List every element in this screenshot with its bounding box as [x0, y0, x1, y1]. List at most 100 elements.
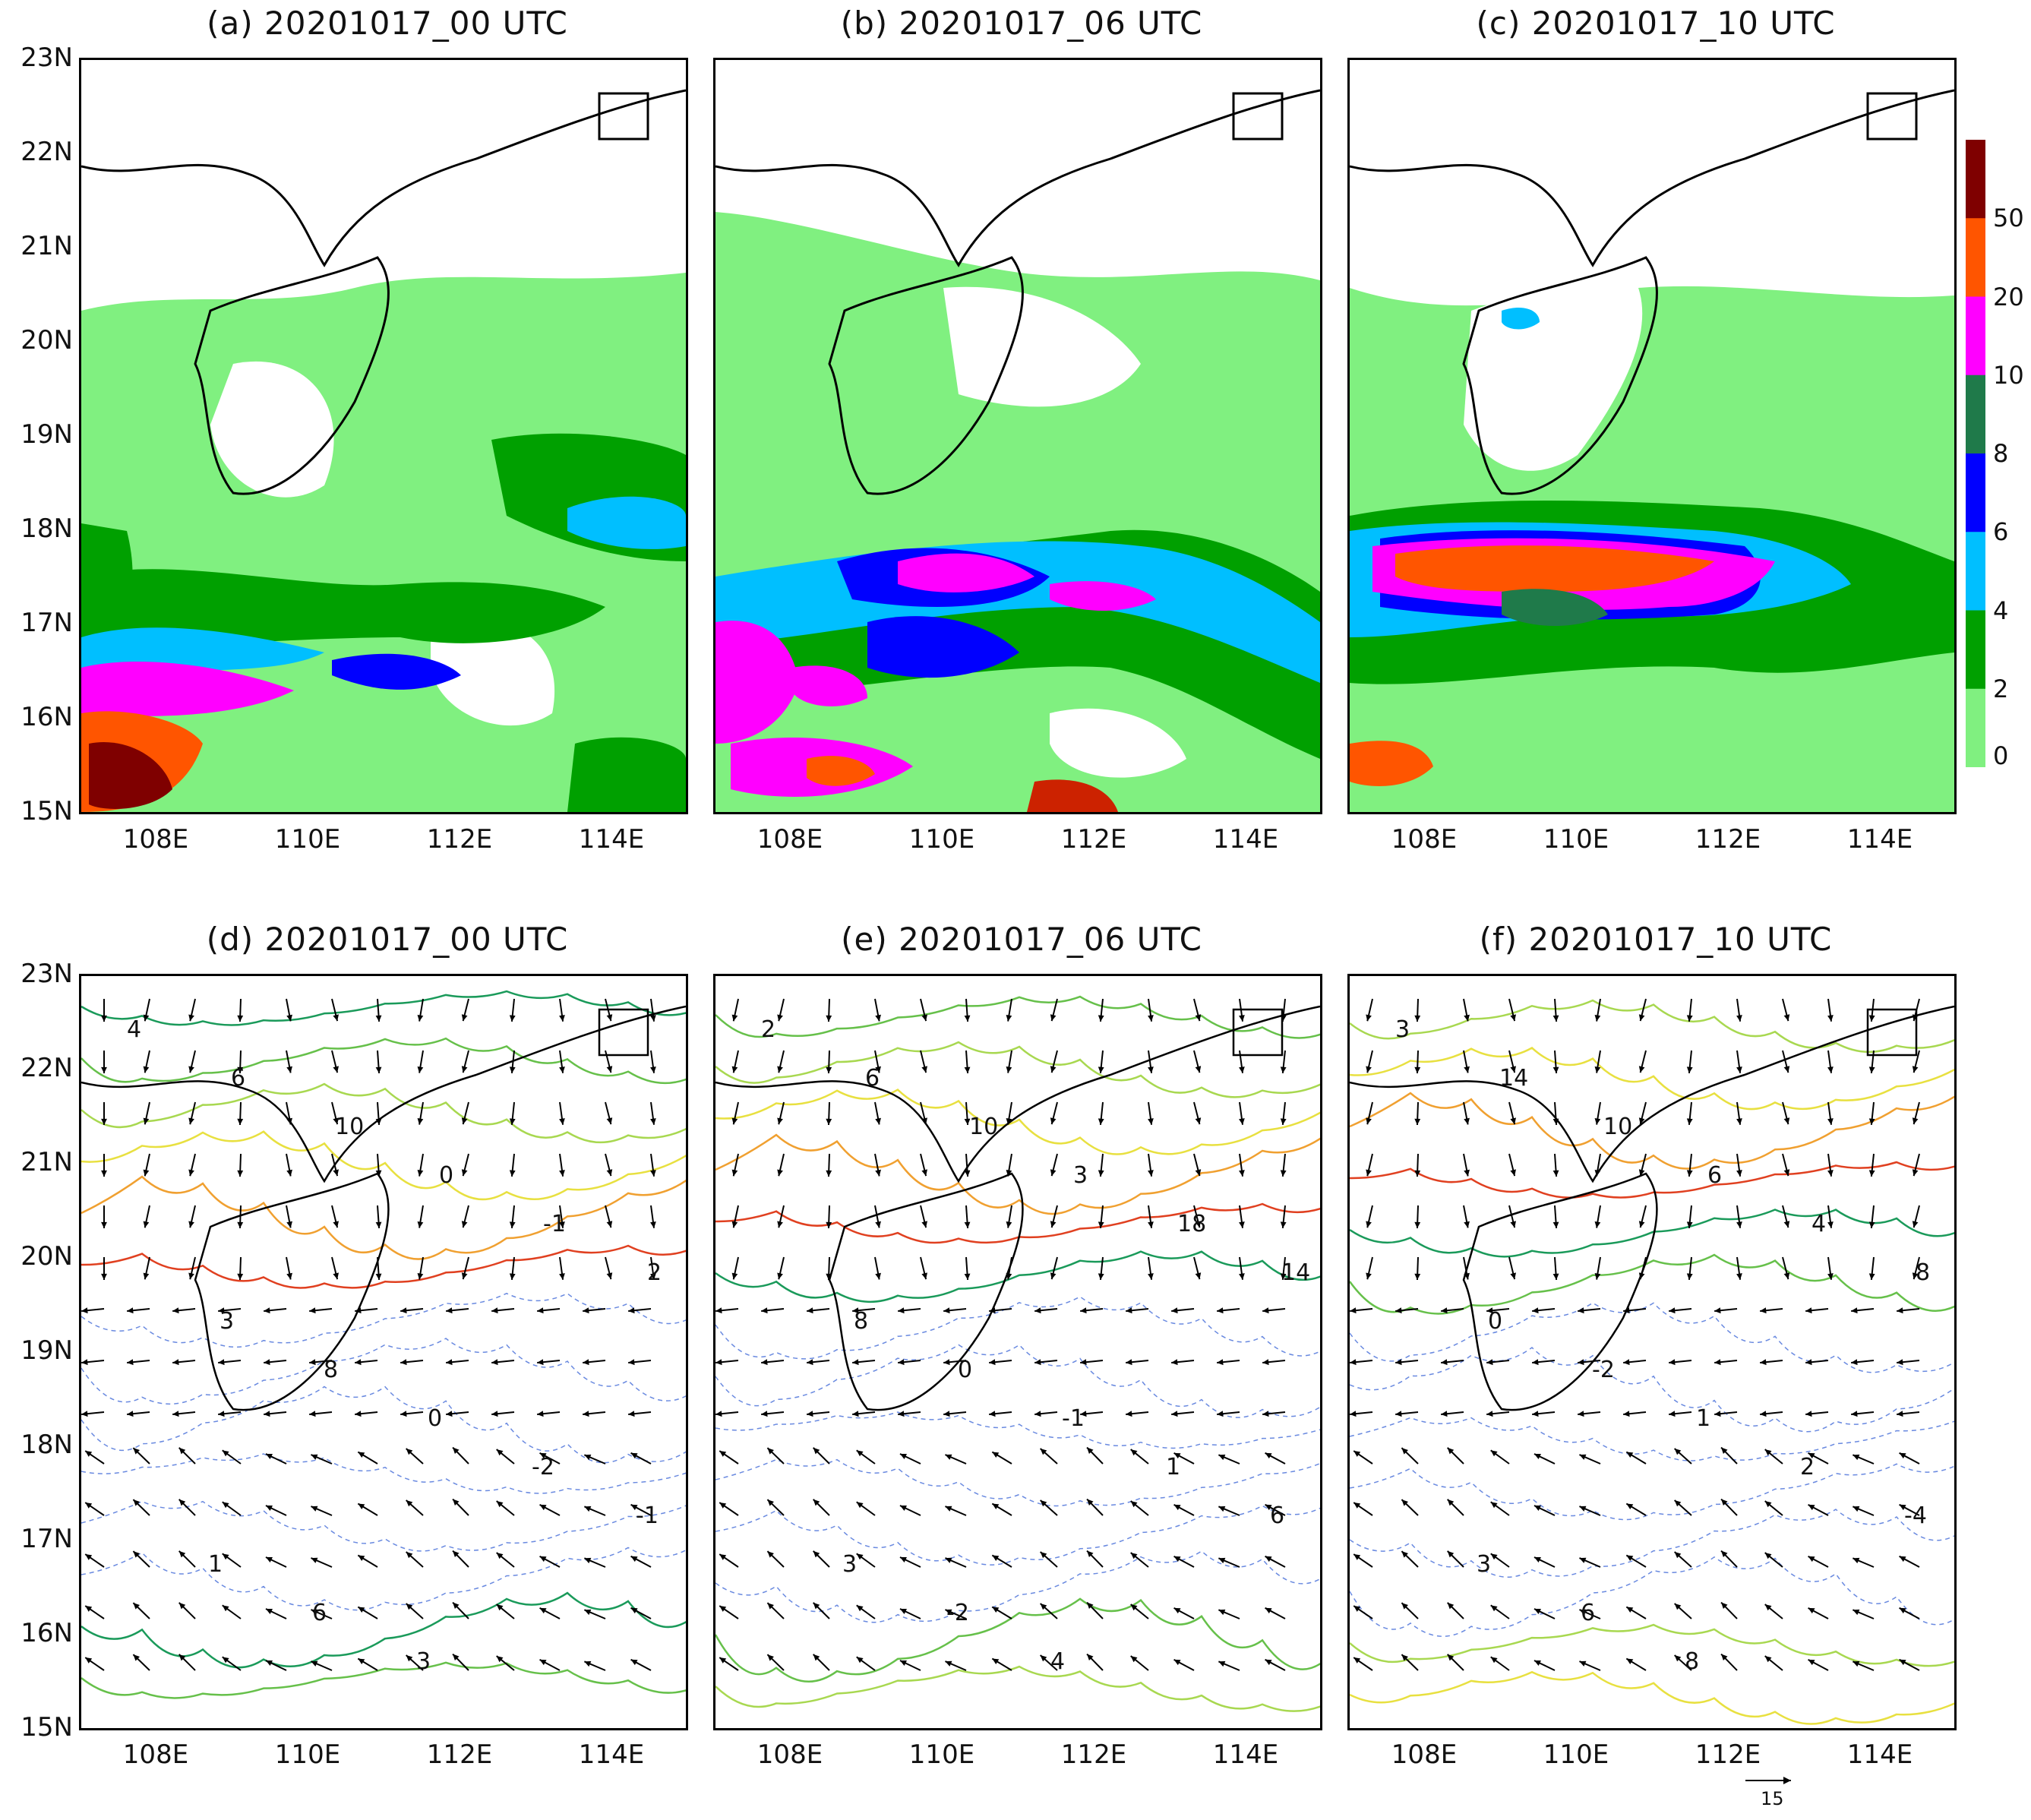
- wind-vector-icon: [237, 998, 244, 1022]
- wind-vector-icon: [1080, 1359, 1104, 1366]
- wind-vector-icon: [331, 1153, 340, 1177]
- wind-vector-icon: [1868, 1153, 1875, 1177]
- wind-vector-icon: [539, 1658, 561, 1671]
- wind-vector-icon: [920, 1205, 928, 1228]
- contour-label: 3: [1395, 1016, 1410, 1043]
- wind-vector-icon: [731, 1205, 739, 1228]
- wind-vector-icon: [539, 1452, 561, 1465]
- wind-vector-icon: [1086, 1550, 1104, 1568]
- wind-vector-icon: [237, 1101, 244, 1126]
- wind-vector-icon: [1366, 1153, 1373, 1177]
- wind-vector-icon: [237, 1050, 244, 1074]
- wind-vector-icon: [1625, 1502, 1647, 1516]
- coastline: [1462, 1172, 1658, 1411]
- colorbar-tick-label: 2: [1993, 674, 2009, 703]
- lat-label: 18N: [21, 1430, 73, 1460]
- contour-line: [1350, 1556, 1954, 1637]
- contour-line: [1350, 1417, 1954, 1461]
- wind-vector-icon: [446, 1359, 469, 1366]
- colorbar-tick-label: 10: [1993, 360, 2024, 390]
- wind-vector-icon: [826, 998, 832, 1022]
- contour-label: 1: [1696, 1405, 1710, 1432]
- contour-line: [715, 1089, 1320, 1155]
- contour-line: [1350, 1209, 1954, 1258]
- precip-map-b: [713, 58, 1322, 814]
- wind-vector-icon: [491, 1411, 515, 1417]
- wind-vector-icon: [826, 1101, 832, 1126]
- wind-vector-icon: [1674, 1654, 1692, 1671]
- wind-vector-icon: [1414, 1153, 1421, 1177]
- wind-vector-icon: [807, 1359, 830, 1366]
- wind-vector-icon: [583, 1557, 606, 1568]
- wind-vector-icon: [375, 1205, 382, 1228]
- wind-vector-icon: [218, 1359, 242, 1366]
- wind-vector-icon: [1265, 1555, 1286, 1568]
- wind-vector-icon: [355, 1307, 378, 1314]
- wind-vector-icon: [1395, 1307, 1419, 1314]
- lon-label: 110E: [274, 1739, 341, 1770]
- wind-vector-icon: [559, 1205, 565, 1228]
- wind-vector-icon: [491, 1307, 515, 1314]
- wind-vector-icon: [1171, 1359, 1195, 1366]
- contour-line: [81, 1130, 686, 1201]
- lon-label: 110E: [274, 824, 341, 855]
- wind-vector-icon: [1594, 1153, 1601, 1177]
- wind-vector-icon: [1098, 998, 1104, 1022]
- contour-label: 6: [1707, 1162, 1722, 1189]
- wind-vector-icon: [1239, 1205, 1245, 1228]
- wind-vector-icon: [874, 1050, 881, 1073]
- wind-vector-icon: [331, 1256, 340, 1280]
- contour-line: [715, 1665, 1320, 1712]
- wind-vector-icon: [509, 1101, 516, 1125]
- inset-box: [1232, 1008, 1284, 1057]
- lon-label: 114E: [578, 1739, 645, 1770]
- wind-vector-icon: [898, 1411, 921, 1417]
- lon-label: 114E: [1846, 1739, 1913, 1770]
- coastline: [1350, 1005, 1954, 1183]
- wind-vector-icon: [943, 1411, 967, 1417]
- wind-vector-icon: [874, 1205, 881, 1228]
- panel-title: (a) 20201017_00 UTC: [207, 5, 568, 42]
- colorbar-tick-label: 4: [1993, 596, 2009, 625]
- wind-vector-icon: [1098, 1050, 1104, 1073]
- wind-vector-icon: [650, 1101, 656, 1125]
- wind-vector-icon: [1897, 1411, 1920, 1417]
- contour-label: 3: [220, 1308, 234, 1335]
- wind-vector-icon: [1736, 998, 1742, 1022]
- wind-vector-icon: [605, 1050, 613, 1073]
- wind-vector-icon: [496, 1500, 515, 1516]
- wind-vector-icon: [1366, 1050, 1373, 1073]
- wind-vector-icon: [874, 1153, 881, 1177]
- wind-vector-icon: [1173, 1607, 1195, 1619]
- wind-vector-icon: [719, 1605, 739, 1619]
- wind-vector-icon: [265, 1660, 287, 1671]
- contour-line: [715, 1133, 1320, 1215]
- colorbar-tick-label: 20: [1993, 282, 2024, 311]
- wind-vector-icon: [605, 1101, 613, 1125]
- wind-vector-icon: [1552, 1256, 1559, 1280]
- panel-title: (b) 20201017_06 UTC: [840, 5, 1203, 42]
- contour-line: [715, 1202, 1320, 1244]
- wind-vector-icon: [1534, 1505, 1556, 1516]
- wind-vector-icon: [264, 1359, 287, 1366]
- wind-vector-icon: [777, 998, 785, 1022]
- wind-vector-icon: [1006, 1153, 1012, 1177]
- lon-label: 110E: [908, 824, 975, 855]
- wind-vector-icon: [143, 1256, 150, 1280]
- wind-vector-icon: [1130, 1449, 1149, 1465]
- contour-label: 6: [1581, 1600, 1595, 1626]
- wind-vector-icon: [1594, 1205, 1601, 1228]
- contour-line: [715, 995, 1320, 1039]
- wind-vector-icon: [1625, 1451, 1647, 1465]
- wind-vector-icon: [1578, 1411, 1601, 1417]
- contour-line: [81, 1547, 686, 1611]
- contour-label: 8: [1916, 1259, 1930, 1286]
- contour-label: 1: [1166, 1454, 1180, 1480]
- contour-line: [1350, 1509, 1954, 1578]
- wind-vector-icon: [731, 998, 739, 1022]
- wind-vector-icon: [1827, 1050, 1834, 1073]
- contour-label: 3: [416, 1648, 431, 1675]
- wind-vector-icon: [1851, 1359, 1875, 1366]
- wind-vector-icon: [898, 1359, 921, 1366]
- wind-vector-icon: [650, 1050, 656, 1073]
